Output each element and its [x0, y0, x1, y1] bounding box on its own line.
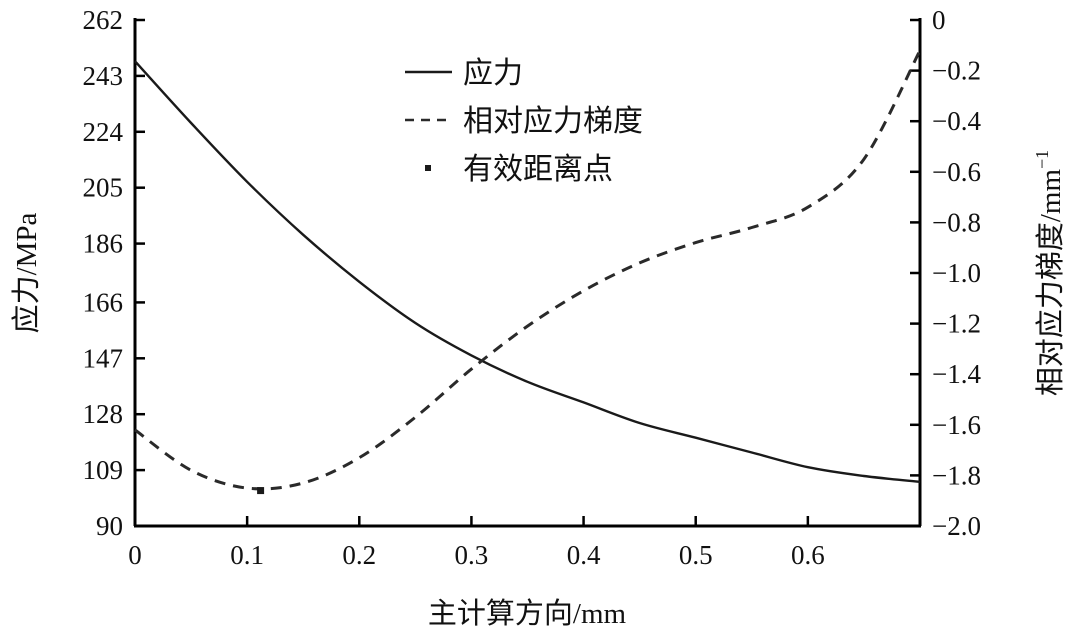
y-tick-label: 128: [83, 399, 124, 429]
legend-label: 应力: [463, 57, 523, 90]
y-tick-label: 109: [83, 455, 124, 485]
y2-tick-label: −0.4: [932, 106, 981, 136]
y2-tick-label: −0.8: [932, 207, 981, 237]
y2-tick-label: −0.6: [932, 157, 981, 187]
x-tick-label: 0.4: [567, 540, 601, 570]
y2-tick-label: 0: [932, 5, 946, 35]
y2-axis-title-superscript: −1: [1032, 150, 1052, 169]
series-layer: [134, 49, 922, 495]
y2-tick-label: −2.0: [932, 511, 981, 541]
legend-point-swatch: [425, 165, 431, 171]
x-tick-label: 0: [128, 540, 142, 570]
effective-distance-point-marker: [257, 487, 265, 495]
y-tick-label: 147: [83, 343, 124, 373]
y-tick-label: 166: [83, 287, 124, 317]
y-tick-label: 205: [83, 173, 124, 203]
y2-axis-title: 相对应力梯度/mm−1: [1032, 150, 1067, 396]
x-tick-label: 0.2: [342, 540, 376, 570]
y-tick-label: 224: [83, 117, 124, 147]
axes: 90 109 128 147 166 186 205 224 243 262 −2.0 −1.8 −1.…: [83, 5, 982, 570]
x-tick-label: 0.5: [679, 540, 713, 570]
y-tick-label: 186: [83, 229, 124, 259]
stress-line: [134, 60, 921, 484]
legend-label: 相对应力梯度: [463, 105, 643, 138]
x-axis-title: 主计算方向/mm: [428, 597, 627, 630]
y2-tick-label: −1.2: [932, 309, 981, 339]
y-axis-title: 应力/MPa: [10, 212, 43, 333]
y2-tick-label: −1.0: [932, 258, 981, 288]
y-tick-label: 90: [96, 511, 123, 541]
x-tick-label: 0.6: [791, 540, 825, 570]
y2-tick-label: −1.6: [932, 410, 981, 440]
relative-stress-gradient-line: [134, 49, 922, 491]
x-tick-label: 0.1: [230, 540, 264, 570]
x-tick-label: 0.3: [455, 540, 489, 570]
y2-axis-title-text: 相对应力梯度/mm: [1034, 169, 1067, 397]
y2-tick-label: −1.4: [932, 359, 981, 389]
legend-label: 有效距离点: [463, 153, 613, 186]
y2-tick-label: −1.8: [932, 460, 981, 490]
y2-tick-label: −0.2: [932, 56, 981, 86]
y-tick-label: 243: [83, 61, 124, 91]
y-tick-label: 262: [83, 5, 124, 35]
